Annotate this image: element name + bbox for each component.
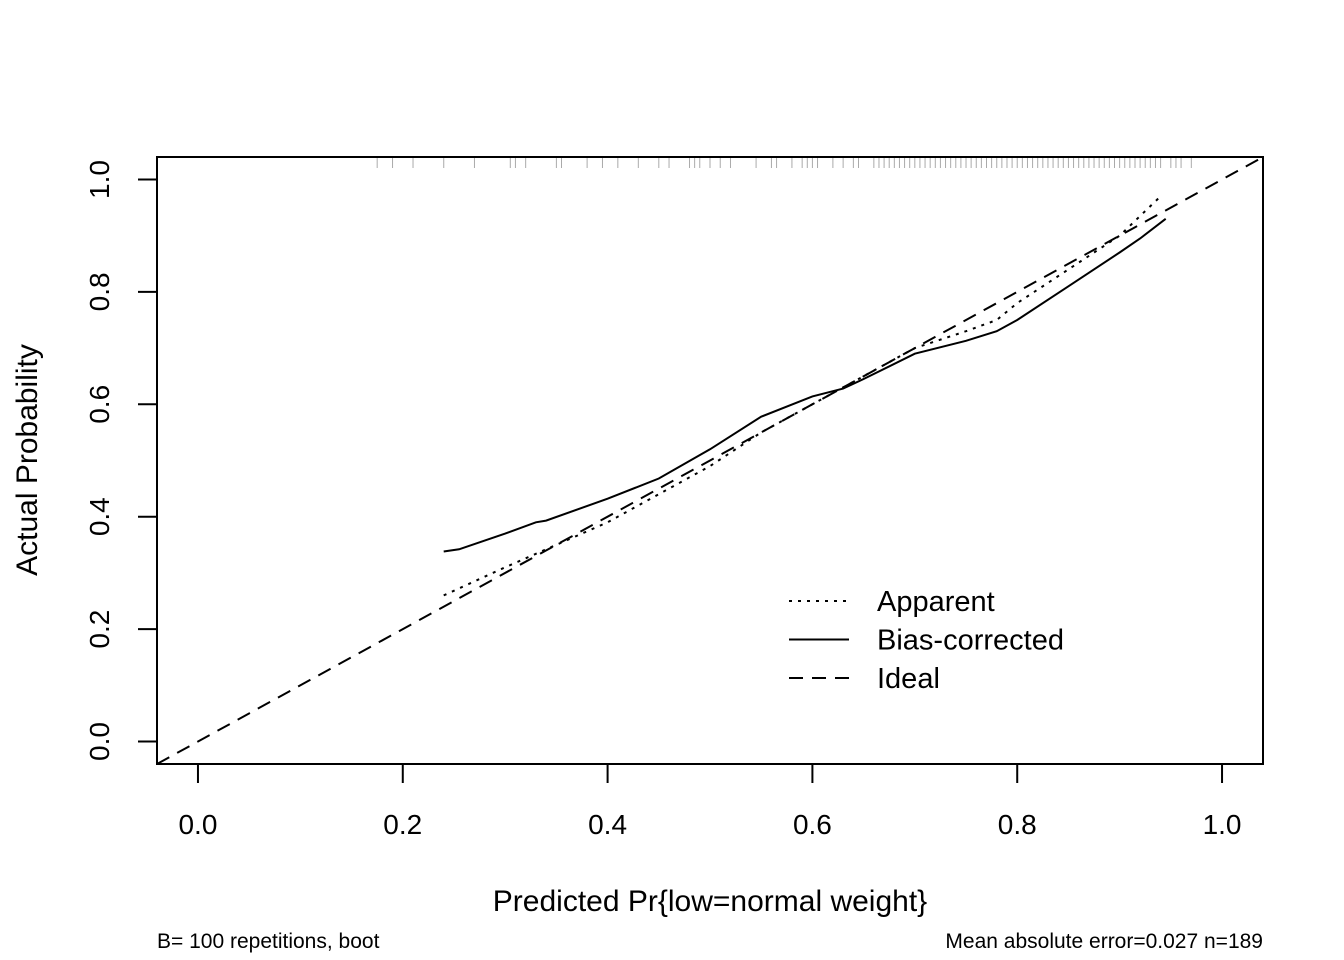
x-tick-label-0: 0.0 [178,809,217,840]
x-tick-label-4: 0.8 [998,809,1037,840]
x-tick-label-5: 1.0 [1203,809,1242,840]
legend-label-apparent: Apparent [877,586,995,618]
y-axis-title: Actual Probability [11,344,44,576]
x-tick-label-1: 0.2 [383,809,422,840]
y-tick-label-0: 0.0 [84,722,115,761]
legend-label-ideal: Ideal [877,663,940,695]
rug-marks [376,158,1192,168]
y-tick-label-1: 0.2 [84,610,115,649]
y-tick-label-4: 0.8 [84,272,115,311]
y-tick-label-5: 1.0 [84,160,115,199]
footnote-right: Mean absolute error=0.027 n=189 [945,930,1263,953]
x-tick-label-3: 0.6 [793,809,832,840]
legend-label-bias-corrected: Bias-corrected [877,625,1064,657]
series-line-ideal [156,156,1264,765]
legend: Apparent Bias-corrected Ideal [789,586,1064,695]
x-axis-title: Predicted Pr{low=normal weight} [493,885,927,918]
y-tick-label-2: 0.4 [84,497,115,536]
footnote-left: B= 100 repetitions, boot [157,930,380,953]
x-tick-label-2: 0.4 [588,809,627,840]
y-tick-label-3: 0.6 [84,385,115,424]
y-axis: 0.0 0.2 0.4 0.6 0.8 1.0 [84,160,158,761]
x-axis: 0.0 0.2 0.4 0.6 0.8 1.0 [178,763,1242,840]
series-line-apparent [443,195,1162,597]
series-lines [156,156,1264,765]
series-line-bias-corrected [443,218,1167,553]
